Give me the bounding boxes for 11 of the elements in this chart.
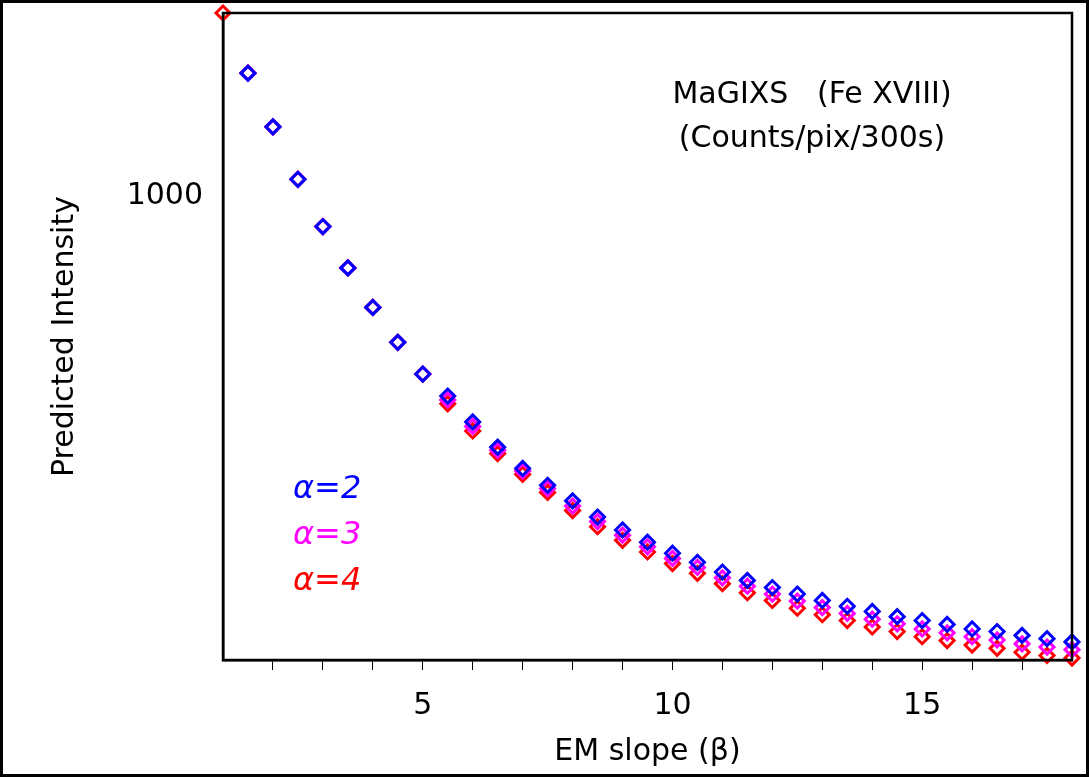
annotation: MaGIXS (Fe XVIII) xyxy=(672,74,952,110)
y-axis-title: Predicted Intensity xyxy=(44,196,80,477)
x-axis-title: EM slope (β) xyxy=(554,731,741,767)
x-tick-label: 5 xyxy=(413,685,433,721)
text: α=2 xyxy=(293,468,362,507)
x-tick-label: 10 xyxy=(653,685,692,721)
x-tick-label: 15 xyxy=(903,685,942,721)
annotation: (Counts/pix/300s) xyxy=(678,118,946,154)
text: α=3 xyxy=(293,514,362,553)
text: α=4 xyxy=(293,560,362,599)
text: 1000 xyxy=(126,175,203,211)
